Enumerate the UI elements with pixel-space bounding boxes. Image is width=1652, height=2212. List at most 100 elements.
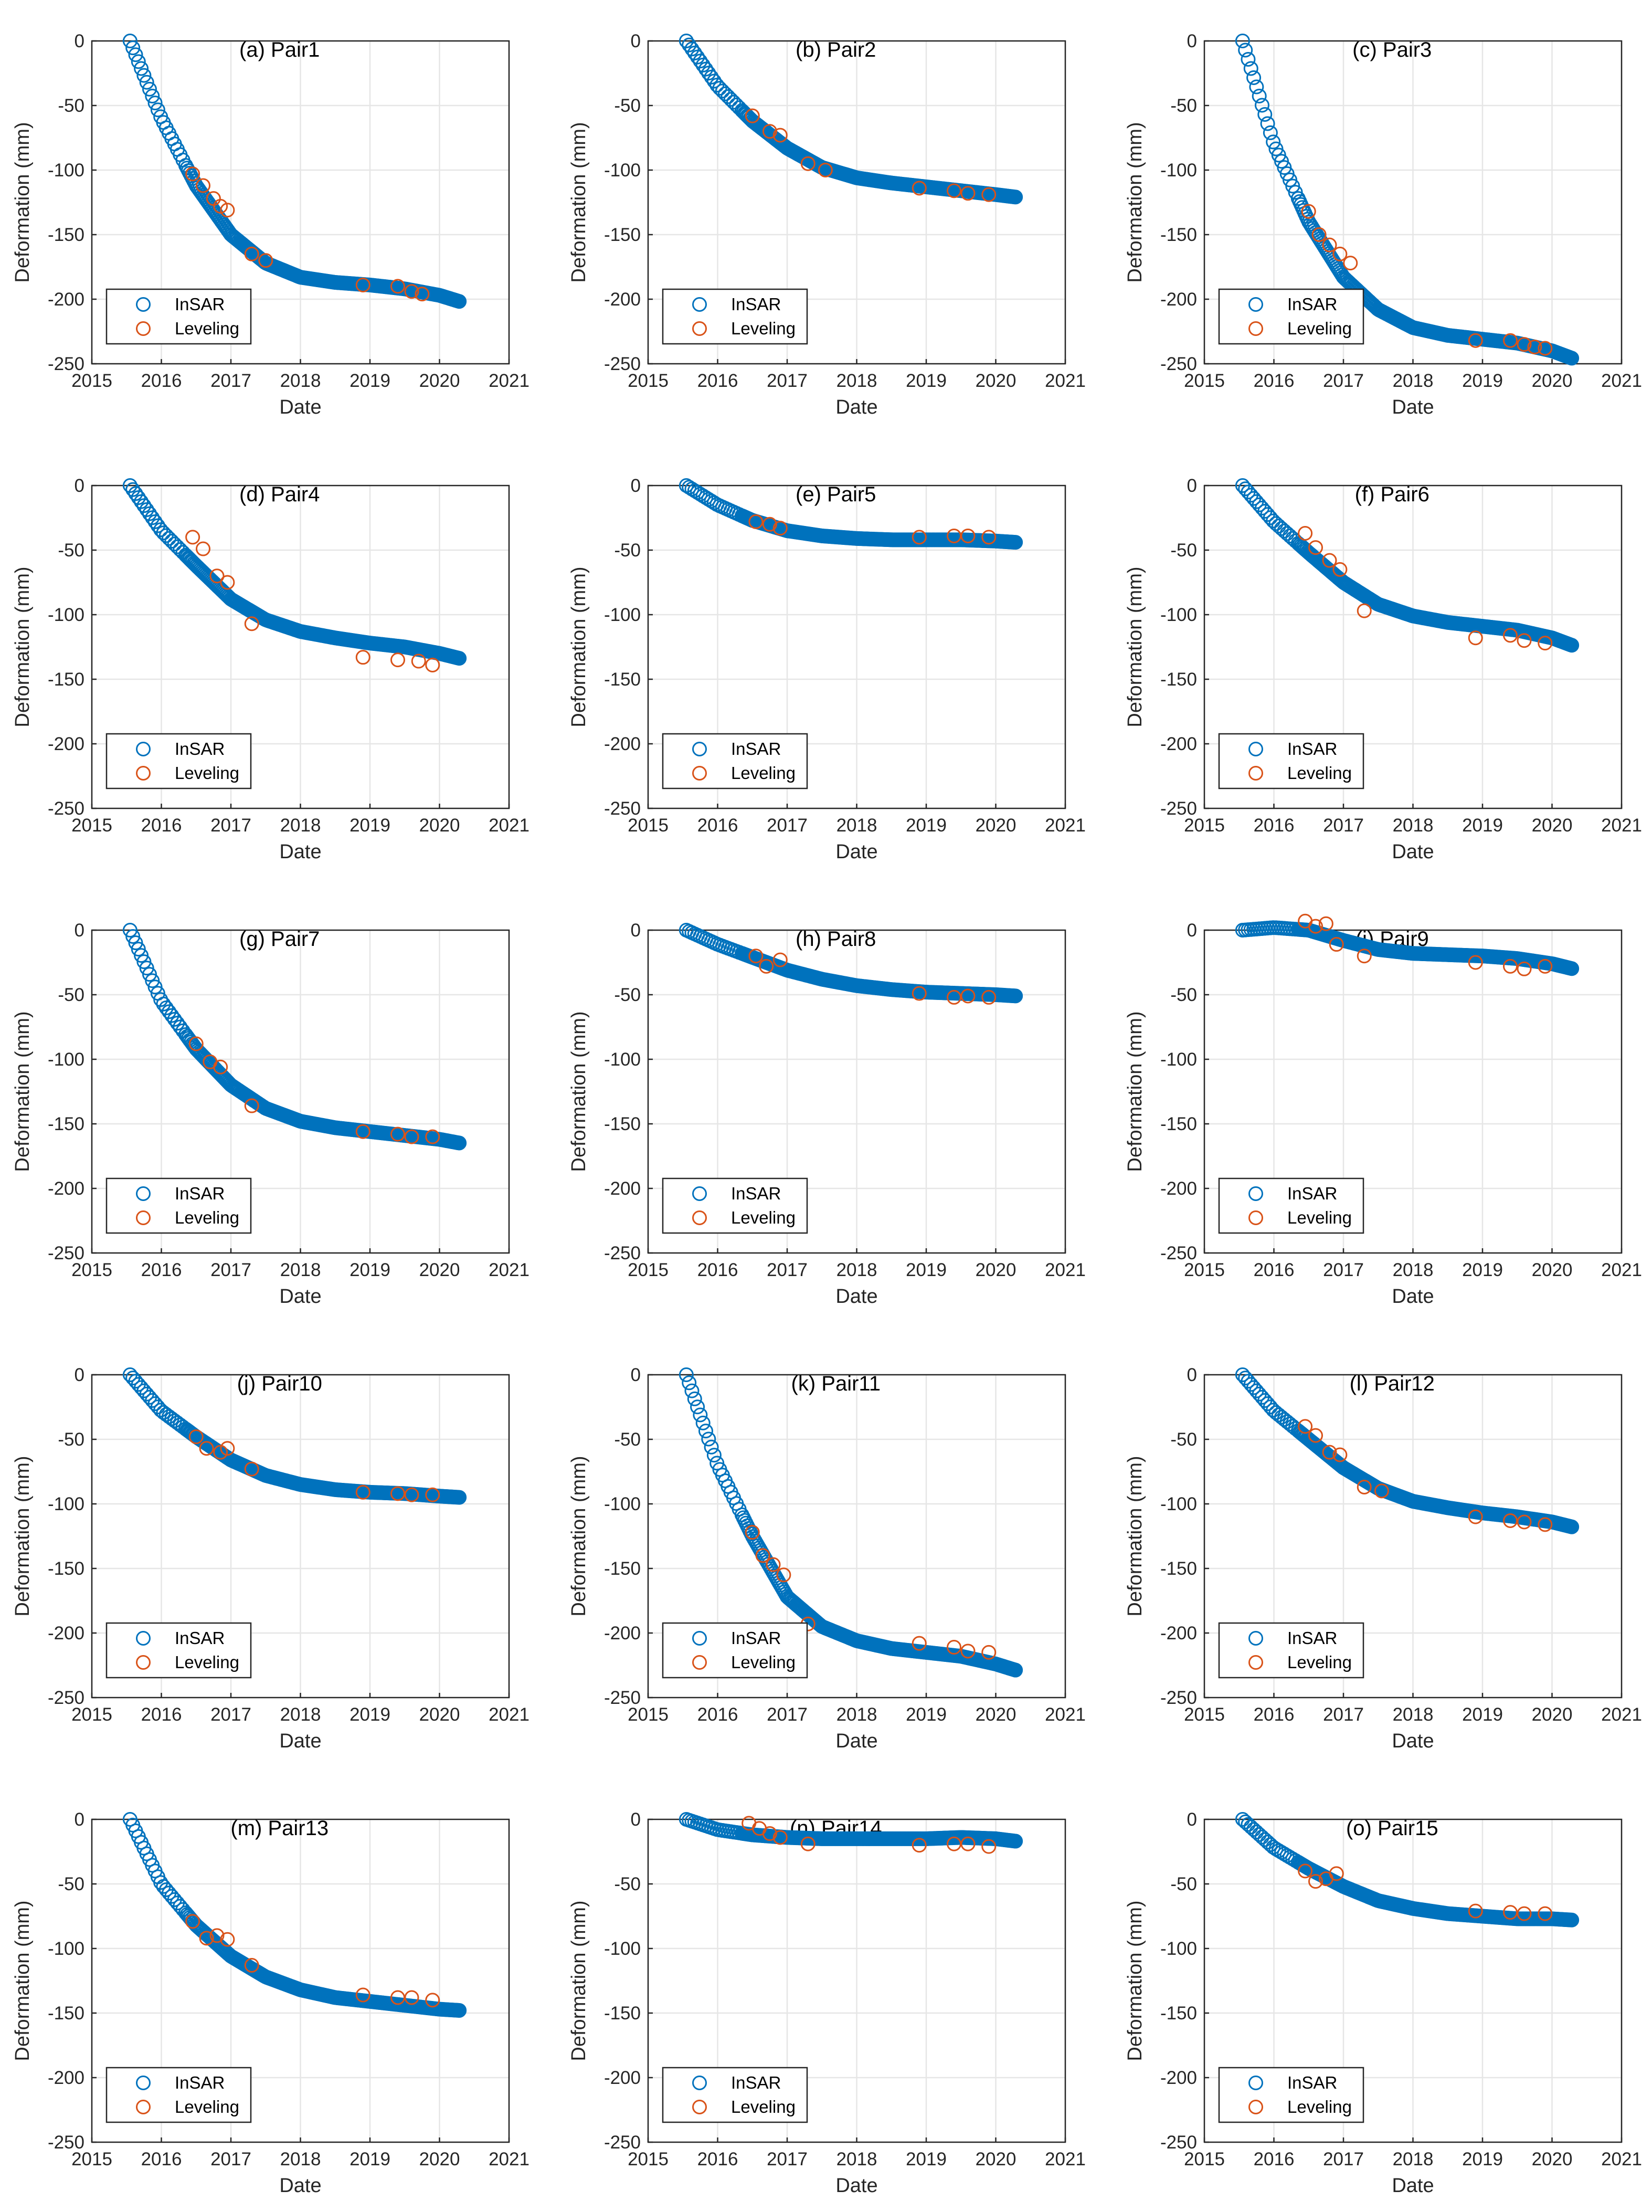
x-tick-label: 2018: [280, 1260, 321, 1280]
leveling-point: [220, 203, 235, 218]
x-tick-label: 2021: [489, 2149, 530, 2169]
leveling-point: [411, 654, 426, 669]
insar-point: [695, 57, 711, 72]
insar-point: [131, 54, 146, 69]
insar-point: [147, 979, 163, 995]
x-tick-label: 2016: [697, 1704, 738, 1725]
leveling-point: [196, 541, 210, 556]
y-tick-label: -150: [1160, 225, 1197, 245]
panel-title: (k) Pair11: [791, 1372, 881, 1395]
x-tick-label: 2017: [767, 2149, 808, 2169]
x-tick-label: 2016: [697, 2149, 738, 2169]
leveling-point: [981, 530, 997, 545]
y-tick-label: -50: [1170, 985, 1197, 1005]
x-tick-label: 2020: [1532, 815, 1573, 836]
insar-point: [1257, 107, 1273, 122]
y-tick-label: -50: [1170, 1429, 1197, 1450]
legend-leveling-marker: [136, 2100, 151, 2114]
y-tick-label: -100: [604, 1494, 641, 1514]
x-tick-label: 2016: [1254, 815, 1295, 836]
leveling-point: [772, 521, 788, 536]
leveling-point: [355, 650, 370, 665]
panel-title: (d) Pair4: [239, 483, 320, 506]
leveling-point: [1503, 333, 1518, 348]
leveling-point: [199, 1441, 214, 1456]
insar-point: [145, 973, 160, 988]
leveling-point: [1357, 949, 1372, 964]
legend-insar-marker: [136, 2076, 151, 2090]
panel-5: 2015 2016 2017 2018 2019 2020 2021 0 -50 -100 -150…: [568, 476, 1086, 863]
leveling-point: [912, 1636, 927, 1651]
y-tick-label: -50: [1170, 540, 1197, 561]
y-axis-label: Deformation (mm): [568, 566, 590, 727]
leveling-point: [244, 1461, 259, 1477]
insar-point: [164, 534, 179, 549]
leveling-point: [355, 1124, 370, 1139]
y-tick-label: -200: [604, 734, 641, 754]
x-axis-label: Date: [835, 396, 877, 418]
y-tick-label: -150: [48, 2003, 84, 2024]
y-axis-label: Deformation (mm): [12, 122, 34, 282]
insar-point: [134, 61, 149, 76]
y-tick-label: -250: [1160, 798, 1197, 819]
x-tick-label: 2018: [836, 1260, 877, 1280]
y-tick-label: -250: [604, 1688, 641, 1708]
insar-point: [128, 47, 143, 62]
y-tick-label: -150: [604, 1558, 641, 1579]
x-tick-label: 2015: [628, 2149, 669, 2169]
y-axis-label: Deformation (mm): [12, 566, 34, 727]
x-tick-label: 2020: [976, 1260, 1016, 1280]
x-tick-label: 2017: [210, 2149, 251, 2169]
legend-insar-marker: [692, 2076, 707, 2090]
insar-point: [723, 92, 738, 107]
insar-point: [721, 89, 736, 104]
y-tick-label: -200: [48, 734, 84, 754]
y-tick-label: -150: [604, 1114, 641, 1134]
leveling-point: [1308, 1874, 1323, 1889]
y-tick-label: -50: [614, 540, 641, 561]
y-tick-label: 0: [631, 1809, 641, 1830]
y-axis-label: Deformation (mm): [568, 1456, 590, 1616]
x-tick-label: 2020: [419, 815, 460, 836]
x-tick-label: 2020: [1532, 1260, 1573, 1280]
y-tick-label: -50: [58, 96, 84, 116]
insar-point: [142, 81, 157, 97]
legend-insar-marker: [1248, 2076, 1263, 2090]
insar-point: [690, 1399, 705, 1415]
insar-point: [687, 45, 702, 60]
leveling-point: [1503, 1905, 1518, 1920]
panel-title: (e) Pair5: [796, 483, 876, 506]
panel-title: (b) Pair2: [796, 38, 876, 61]
legend: InSAR Leveling: [662, 733, 808, 789]
x-tick-label: 2020: [976, 371, 1016, 391]
legend-insar-label: InSAR: [1287, 2073, 1337, 2092]
insar-point: [1254, 98, 1269, 113]
insar-point: [1257, 1832, 1273, 1847]
leveling-point: [415, 287, 430, 302]
insar-point: [142, 967, 157, 982]
insar-point: [122, 34, 137, 48]
legend-insar-label: InSAR: [731, 1628, 781, 1648]
x-tick-label: 2019: [350, 2149, 390, 2169]
y-tick-label: 0: [75, 920, 84, 941]
legend: InSAR Leveling: [662, 2067, 808, 2123]
insar-point: [134, 948, 149, 963]
legend-insar-marker: [692, 1186, 707, 1201]
y-tick-label: -100: [1160, 1494, 1197, 1514]
leveling-point: [1329, 1866, 1344, 1881]
legend-leveling-label: Leveling: [1287, 1652, 1352, 1672]
legend-leveling-label: Leveling: [175, 1208, 239, 1227]
legend-leveling-label: Leveling: [1287, 319, 1352, 338]
y-tick-label: -100: [1160, 1939, 1197, 1959]
leveling-point: [244, 1957, 259, 1973]
insar-point: [1263, 125, 1278, 140]
legend-insar-label: InSAR: [175, 739, 225, 759]
leveling-point: [762, 1826, 777, 1841]
y-tick-label: -150: [48, 1114, 84, 1134]
leveling-point: [425, 657, 440, 672]
legend-leveling-label: Leveling: [731, 1652, 796, 1672]
leveling-point: [912, 530, 927, 545]
legend-insar-marker: [136, 1186, 151, 1201]
x-tick-label: 2018: [280, 815, 321, 836]
y-tick-label: -100: [48, 160, 84, 181]
